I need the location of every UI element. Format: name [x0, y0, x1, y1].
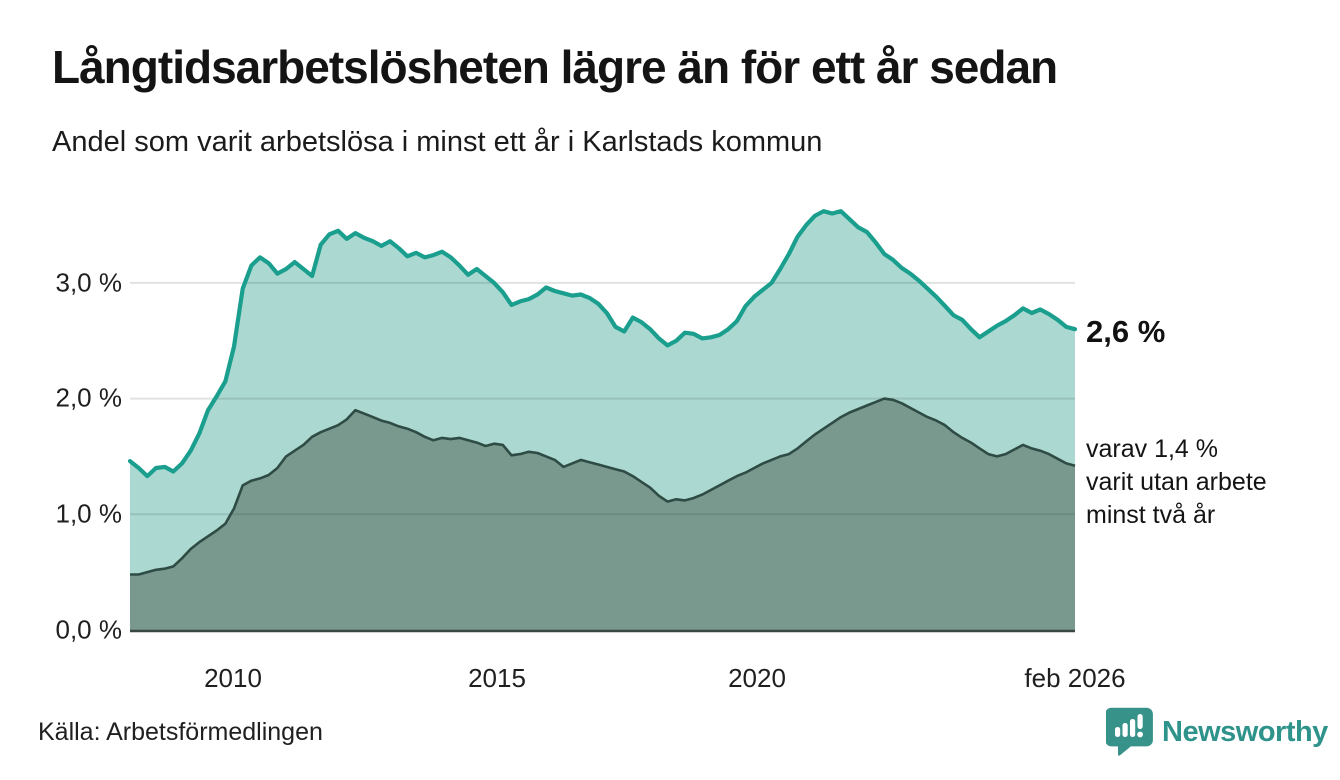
- page-title: Långtidsarbetslösheten lägre än för ett …: [52, 41, 1058, 93]
- newsworthy-logo: Newsworthy: [1105, 705, 1328, 759]
- x-tick-2020: 2020: [728, 663, 786, 693]
- y-tick-0: 0,0 %: [55, 614, 123, 645]
- secondary-annotation: varav 1,4 % varit utan arbete minst två …: [1086, 433, 1267, 532]
- source-note: Källa: Arbetsförmedlingen: [38, 718, 323, 746]
- y-tick-3: 3,0 %: [55, 267, 123, 298]
- x-tick-2015: 2015: [468, 663, 526, 693]
- y-tick-1: 1,0 %: [55, 498, 123, 529]
- secondary-annotation-line-1: varav 1,4 %: [1086, 435, 1219, 463]
- chart-subtitle: Andel som varit arbetslösa i minst ett å…: [52, 126, 823, 158]
- secondary-annotation-line-2: varit utan arbete: [1086, 468, 1267, 496]
- area-two-years: [130, 398, 1075, 630]
- y-tick-2: 2,0 %: [55, 382, 123, 413]
- newsworthy-logo-text: Newsworthy: [1162, 715, 1328, 748]
- secondary-annotation-line-3: minst två år: [1086, 501, 1216, 529]
- end-value-label: 2,6 %: [1086, 314, 1166, 349]
- x-tick-2010: 2010: [204, 663, 262, 693]
- x-tick-feb-2026: feb 2026: [1024, 663, 1126, 693]
- newsworthy-logo-icon: [1105, 705, 1154, 759]
- logo-bubble-shape: [1105, 707, 1153, 756]
- line-total: [127, 209, 1078, 479]
- line-two-years: [130, 397, 1076, 576]
